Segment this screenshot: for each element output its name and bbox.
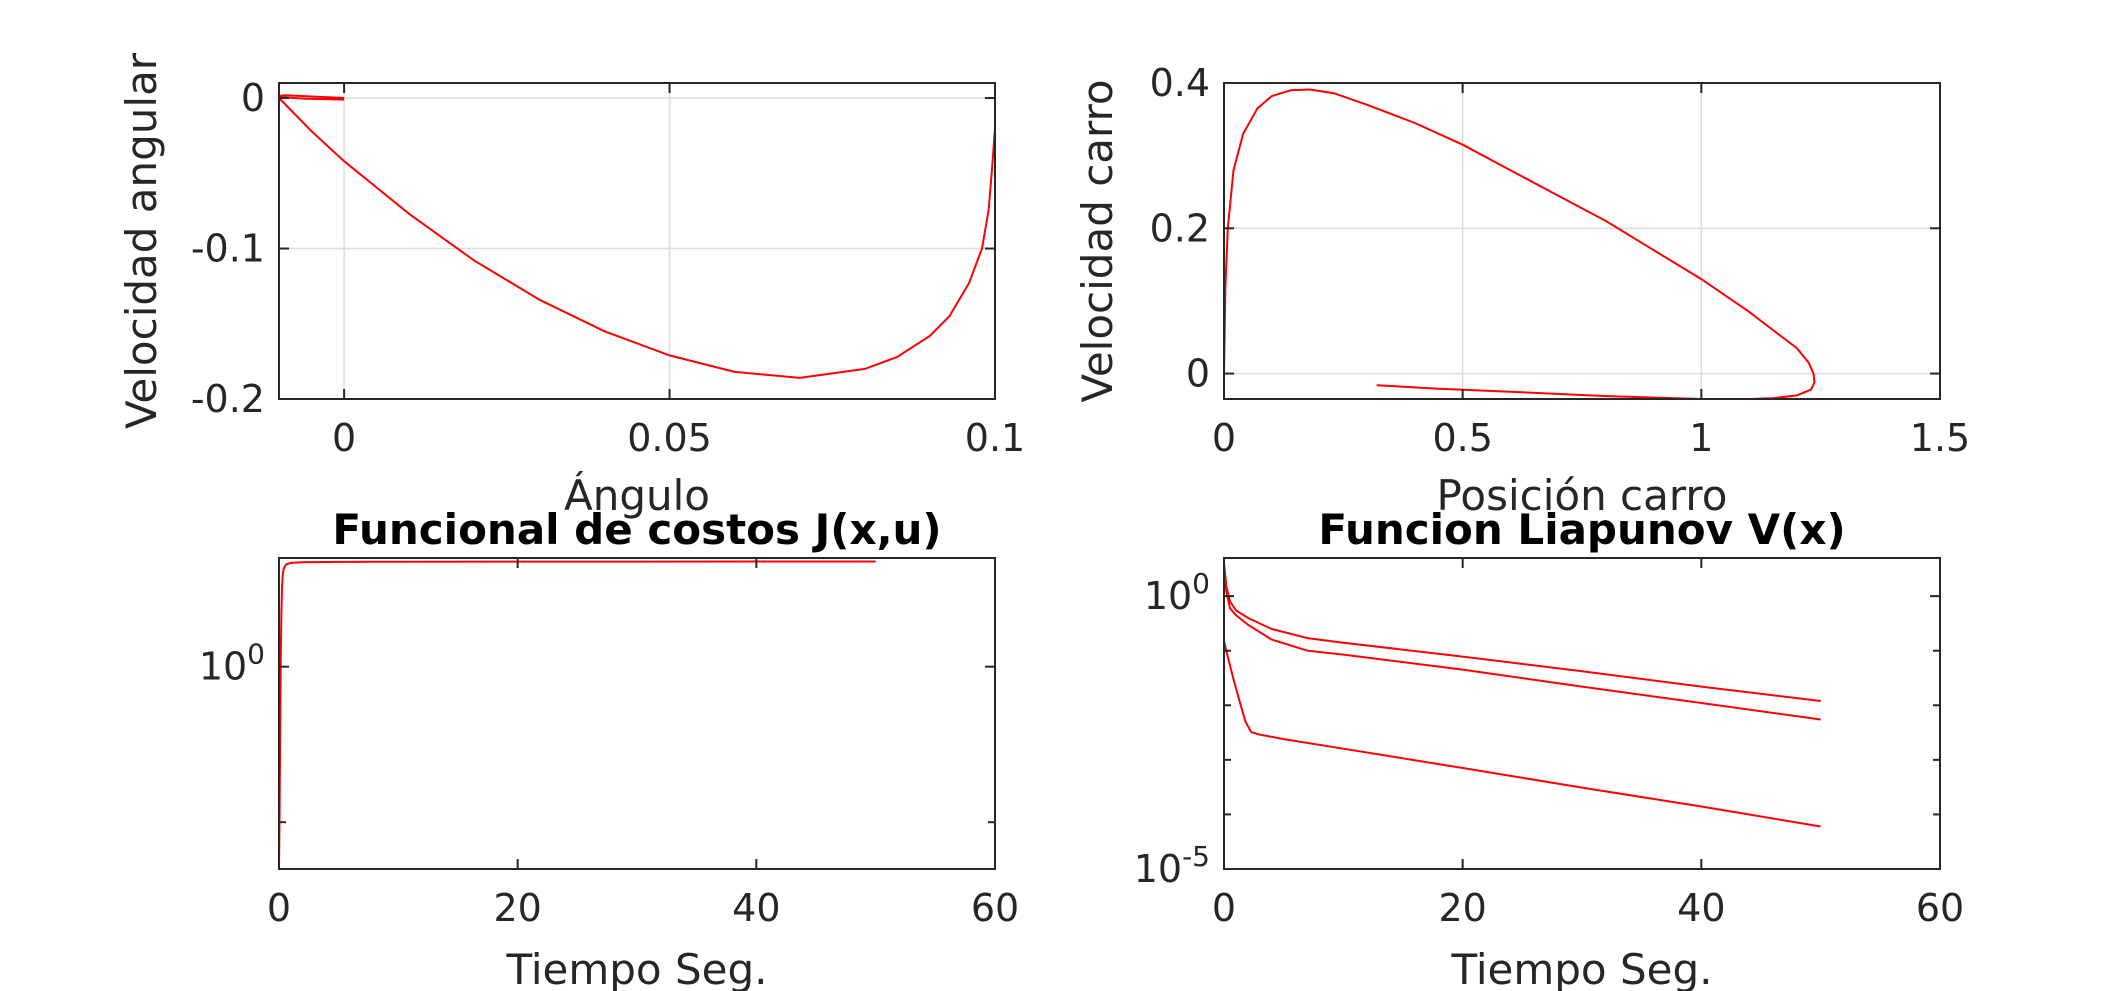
y-tick-label: 100 (1144, 567, 1210, 618)
x-tick-label: 0.5 (1432, 416, 1492, 460)
x-tick-label: 1 (1689, 416, 1713, 460)
y-tick-label: 0 (1186, 352, 1210, 396)
y-tick-label: 0 (241, 76, 265, 120)
axes-frame (278, 82, 996, 400)
series-line-2 (1223, 569, 1821, 721)
y-tick-label: 0.4 (1150, 61, 1210, 105)
series-line-2 (278, 97, 996, 379)
x-tick-label: 20 (1438, 886, 1486, 930)
tick-marks (1223, 558, 1941, 870)
series-line-3 (1223, 640, 1821, 828)
y-axis-label: Velocidad angular (117, 52, 166, 429)
x-axis-label: Tiempo Seg. (1450, 945, 1712, 991)
x-axis-label: Posición carro (1437, 471, 1728, 520)
tick-labels: 0 0.05 0.1 -0.2 -0.1 0 (191, 76, 1025, 460)
y-axis-label: Velocidad carro (1073, 79, 1122, 402)
axes-frame (1223, 557, 1941, 870)
chart-title: Funcional de costos J(x,u) (332, 505, 941, 554)
y-tick-label: 0.2 (1150, 206, 1210, 250)
tick-marks (278, 558, 996, 869)
tick-marks (279, 83, 996, 400)
x-tick-label: 0.1 (965, 416, 1025, 460)
x-tick-label: 0 (1212, 416, 1236, 460)
tick-labels: 0 0.5 1 1.5 0 0.2 0.4 (1150, 61, 1971, 460)
tick-marks (1223, 82, 1941, 399)
plot-lines (1223, 563, 1821, 828)
x-tick-label: 40 (732, 886, 780, 930)
x-tick-label: 0 (267, 886, 291, 930)
subplot-cart-phase: 0 0.5 1 1.5 0 0.2 0.4 Posición carro Velocidad… (1073, 61, 1970, 520)
x-tick-label: 60 (1916, 886, 1964, 930)
y-tick-label: -0.1 (191, 227, 265, 271)
subplot-lyapunov-function: Funcion Liapunov V(x) 0 20 40 60 10-5 100 Tie… (1134, 505, 1964, 991)
axes-frame (278, 557, 996, 870)
x-tick-label: 0 (332, 416, 356, 460)
x-tick-label: 40 (1677, 886, 1725, 930)
x-axis-label: Tiempo Seg. (505, 945, 767, 991)
y-tick-label: -0.2 (191, 377, 265, 421)
x-tick-label: 60 (971, 886, 1019, 930)
series-line-1 (1223, 563, 1821, 702)
series-line-1 (278, 560, 876, 870)
tick-labels: 0 20 40 60 100 (199, 638, 1019, 930)
x-axis-label: Ángulo (564, 470, 710, 520)
x-tick-label: 0 (1212, 886, 1236, 930)
x-tick-label: 0.05 (627, 416, 712, 460)
y-tick-label: 10-5 (1134, 840, 1210, 891)
x-tick-label: 20 (493, 886, 541, 930)
plot-lines (278, 94, 996, 379)
plot-lines (278, 560, 876, 870)
subplot-angle-phase: 0 0.05 0.1 -0.2 -0.1 0 Ángulo Velocidad angul… (117, 52, 1025, 520)
axes-frame (1223, 82, 1941, 400)
chart-title: Funcion Liapunov V(x) (1318, 505, 1845, 554)
x-tick-label: 1.5 (1910, 416, 1970, 460)
series-line-1 (278, 94, 345, 101)
tick-labels: 0 20 40 60 10-5 100 (1134, 567, 1964, 930)
subplot-cost-functional: Funcional de costos J(x,u) 0 20 40 60 100 Ti… (199, 505, 1019, 991)
y-tick-label: 100 (199, 638, 265, 689)
